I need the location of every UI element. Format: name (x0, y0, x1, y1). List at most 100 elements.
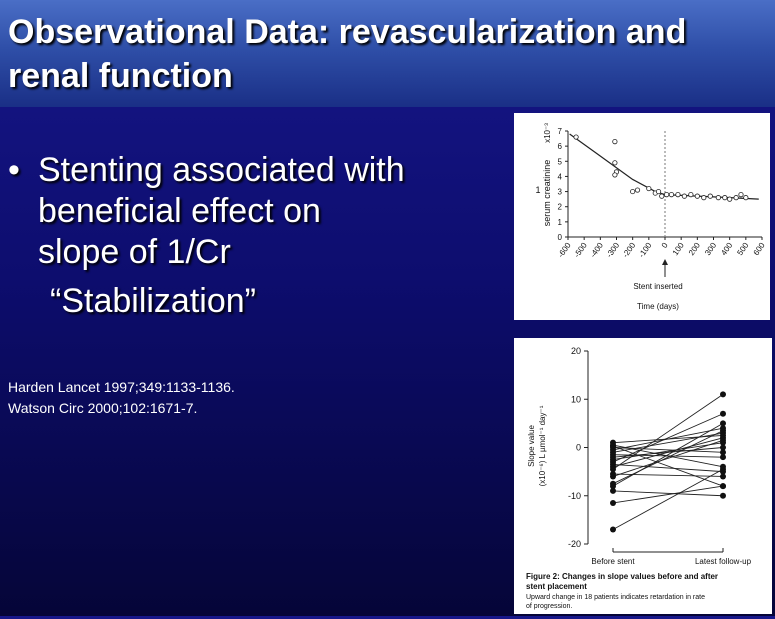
patient-line (612, 413, 724, 463)
caption-text-line-1: Upward change in 18 patients indicates r… (526, 594, 705, 601)
y-tick-label: 3 (558, 188, 563, 197)
x-tick-label: 200 (687, 241, 702, 258)
patient-line (612, 432, 724, 453)
patient-point (720, 463, 726, 470)
data-point (573, 134, 579, 140)
data-point (727, 196, 733, 202)
bullet-text: Stenting associated with beneficial effe… (38, 151, 405, 271)
patient-point (720, 468, 726, 475)
reference-1: Harden Lancet 1997;349:1133-1136. (8, 379, 235, 395)
data-point (694, 193, 700, 199)
data-point (701, 195, 707, 201)
patient-line (612, 434, 724, 444)
patient-line (612, 444, 724, 468)
patient-point (720, 420, 726, 427)
data-point (659, 193, 665, 199)
data-point (664, 192, 670, 198)
x-category-label: Before stent (591, 557, 635, 566)
patient-line (612, 490, 724, 497)
data-point (612, 160, 618, 166)
x-tick-label: 400 (719, 241, 734, 258)
stent-annotation: Stent inserted (633, 282, 682, 291)
patient-point (610, 483, 616, 490)
data-point (738, 192, 744, 198)
y-axis-label: serum creatinine (542, 160, 552, 227)
slope-chart-panel: Slope value (x10⁻⁶) L µmol⁻¹ day⁻¹ Figur… (514, 338, 772, 614)
y-tick-label: 0 (558, 233, 563, 242)
data-point (722, 195, 728, 201)
patient-line (612, 422, 724, 487)
stent-arrow-head (662, 259, 668, 265)
patient-point (720, 444, 726, 451)
patient-line (612, 445, 724, 487)
patient-point (720, 410, 726, 417)
patient-point (610, 473, 616, 480)
patient-point (720, 449, 726, 456)
patient-point (720, 483, 726, 490)
x-tick-label: 600 (752, 241, 767, 258)
data-point (630, 188, 636, 195)
patient-point (720, 432, 726, 439)
y-tick-label: 4 (558, 172, 563, 181)
y-tick-label: 20 (571, 346, 581, 356)
data-point (612, 172, 618, 178)
data-point (733, 195, 739, 201)
patient-line (612, 473, 724, 477)
data-point (743, 195, 749, 201)
patient-point (720, 492, 726, 499)
x-tick-label: 300 (703, 241, 718, 258)
reference-2: Watson Circ 2000;102:1671-7. (8, 400, 198, 416)
x-tick-label: -500 (572, 241, 589, 260)
references: Harden Lancet 1997;349:1133-1136. Watson… (8, 377, 235, 419)
patient-point (720, 391, 726, 398)
bullet-item: • Stenting associated with beneficial ef… (8, 150, 488, 273)
y-tick-label: 0 (576, 443, 581, 453)
y-tick-label: 7 (558, 127, 563, 136)
stabilization-text: “Stabilization” (50, 282, 256, 320)
data-point (634, 187, 641, 193)
y-tick-label: 1 (558, 218, 563, 227)
data-point (668, 192, 675, 198)
caption-text-line-2: of progression. (526, 603, 572, 610)
data-point (675, 192, 681, 198)
slope-chart: Slope value (x10⁻⁶) L µmol⁻¹ day⁻¹ Figur… (526, 346, 752, 610)
x-tick-label: -100 (637, 241, 654, 260)
y-tick-label: 2 (558, 203, 563, 212)
patient-line (612, 485, 724, 504)
creatinine-chart: 1 serum creatinine x10⁻³ Stent inserted … (535, 123, 767, 311)
caption-title-line-1: Figure 2: Changes in slope values before… (526, 572, 718, 581)
patient-line (612, 468, 724, 530)
patient-point (610, 443, 616, 450)
y-axis-unit: x10⁻³ (543, 123, 552, 143)
patient-point (720, 473, 726, 480)
y-tick-label: -10 (568, 491, 581, 501)
x-tick-label: 500 (735, 241, 750, 258)
x-axis-label: Time (days) (637, 302, 679, 311)
patient-line (612, 439, 724, 477)
patient-line (612, 463, 724, 473)
data-point (707, 193, 713, 199)
ylabel-top: 1 (535, 185, 540, 195)
x-tick-label: 100 (671, 241, 686, 258)
x-tick-label: -200 (621, 241, 638, 260)
slide-title: Observational Data: revascularization an… (8, 13, 687, 95)
x-tick-label: -300 (605, 241, 622, 260)
data-point (612, 138, 618, 145)
y-tick-label: 6 (558, 142, 563, 151)
data-point (688, 192, 694, 198)
y-tick-label: 10 (571, 394, 581, 404)
patient-point (610, 487, 616, 494)
patient-point (610, 499, 616, 506)
y-axis-label: Slope value (527, 425, 536, 467)
x-tick-label: -600 (556, 241, 573, 260)
data-point (646, 185, 652, 192)
patient-point (720, 437, 726, 444)
y-tick-label: -20 (568, 539, 581, 549)
fit-line (569, 133, 759, 200)
data-point (681, 193, 687, 199)
data-point (655, 188, 662, 195)
x-category-label: Latest follow-up (695, 557, 752, 566)
x-tick-label: -400 (588, 241, 605, 260)
patient-line (612, 442, 724, 461)
y-axis-unit: (x10⁻⁶) L µmol⁻¹ day⁻¹ (538, 405, 547, 486)
